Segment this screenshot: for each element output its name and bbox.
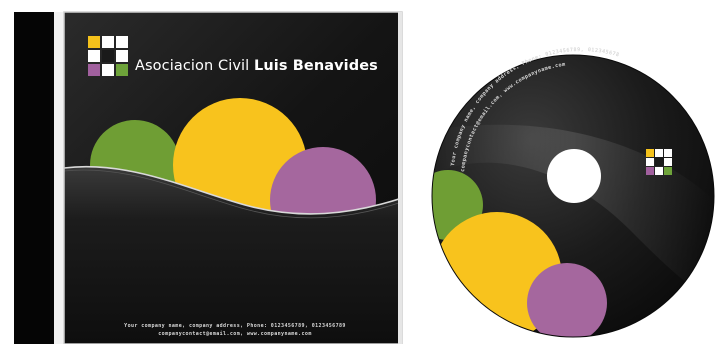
cover-logo-icon	[88, 36, 128, 76]
disc-circle-purple	[527, 263, 607, 337]
case-spine-edge	[54, 12, 64, 344]
disc-center-hole	[547, 149, 601, 203]
disc-logo-icon	[646, 149, 672, 175]
cover-wave	[64, 166, 402, 344]
case-spine	[14, 12, 54, 344]
cd-cover	[64, 12, 402, 344]
cover-wave-highlight	[64, 165, 402, 215]
